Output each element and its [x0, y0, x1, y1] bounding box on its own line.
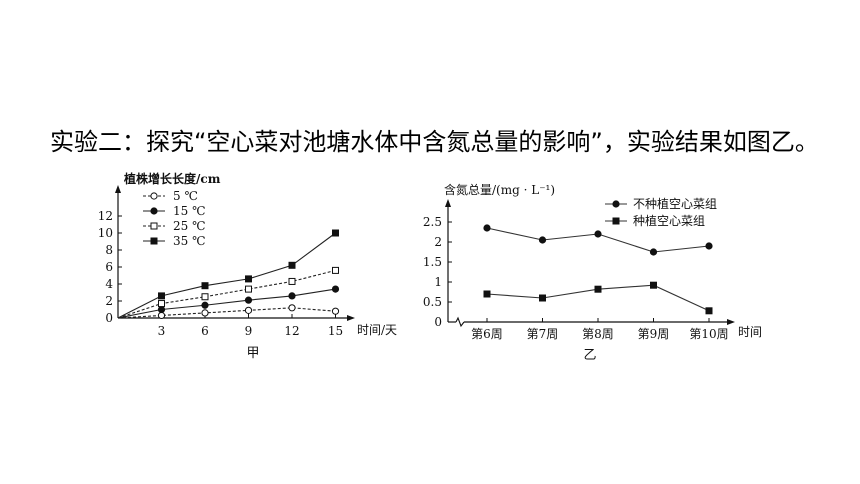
chart-jia-y-tick-label: 4 — [105, 277, 113, 291]
chart-yi-point-0-2 — [594, 230, 602, 238]
chart-jia-y-tick-label: 8 — [105, 243, 113, 257]
chart-yi-point-0-4 — [705, 242, 713, 250]
chart-jia-point-3-1 — [158, 292, 165, 300]
chart-jia-series-line-2 — [117, 269, 336, 319]
chart-jia-caption: 甲 — [246, 346, 259, 361]
chart-yi-y-arrow — [445, 199, 451, 207]
chart-jia-legend-marker-1 — [150, 207, 158, 215]
chart-jia-y-tick-label: 2 — [105, 294, 113, 308]
chart-yi-y-tick-label: 0.5 — [423, 295, 442, 309]
chart-jia-point-2-3 — [245, 285, 252, 293]
chart-jia-y-label: 植株增长长度/cm — [123, 171, 221, 186]
chart-jia-point-1-3 — [244, 296, 253, 304]
chart-jia-legend-label-0: 5 ℃ — [173, 189, 198, 203]
chart-yi-point-1-1 — [539, 294, 546, 302]
chart-yi-legend-marker-1 — [612, 217, 620, 225]
chart-jia-legend-marker-0 — [150, 192, 158, 200]
chart-yi-x-tick-label: 第10周 — [689, 327, 728, 341]
chart-yi-point-0-0 — [483, 224, 491, 232]
chart-jia-series-line-0 — [117, 307, 336, 319]
chart-yi-y-tick-label: 0 — [434, 315, 442, 329]
chart-yi-x-arrow — [727, 319, 735, 325]
chart-jia-x-tick-label: 15 — [328, 324, 343, 338]
chart-yi-legend-marker-0 — [612, 200, 620, 208]
chart-jia-point-0-2 — [201, 309, 209, 317]
chart-jia-point-3-4 — [288, 261, 296, 269]
chart-yi-x-tick-label: 第6周 — [471, 327, 503, 341]
chart-jia-point-2-4 — [288, 277, 296, 285]
chart-jia-point-1-2 — [201, 301, 209, 309]
chart-jia-axes — [115, 185, 355, 321]
chart-jia-y-tick-label: 0 — [105, 311, 113, 325]
chart-jia-x-tick-label: 12 — [284, 324, 299, 338]
chart-jia-point-3-5 — [332, 229, 339, 237]
chart-jia-y-tick-label: 12 — [98, 209, 113, 223]
chart-jia-x-label: 时间/天 — [357, 323, 397, 337]
chart-yi-legend-label-0: 不种植空心菜组 — [633, 196, 717, 211]
chart-jia-point-0-3 — [244, 306, 253, 314]
chart-yi-x-label: 时间 — [738, 325, 762, 339]
chart-jia-y-tick-label: 6 — [105, 260, 113, 274]
chart-jia-legend-marker-3 — [150, 237, 158, 245]
chart-yi-y-tick-label: 1 — [434, 275, 442, 289]
chart-jia-series-line-1 — [117, 288, 336, 319]
chart-yi-legend-label-1: 种植空心菜组 — [633, 213, 705, 228]
chart-yi-point-1-4 — [705, 307, 713, 315]
chart-jia-point-2-5 — [332, 266, 339, 274]
chart-yi-point-1-2 — [594, 285, 602, 293]
chart-jia-x-tick-label: 3 — [158, 324, 166, 338]
chart-jia-legend-label-3: 35 ℃ — [173, 234, 206, 248]
chart-yi-y-tick-label: 2 — [434, 235, 442, 249]
chart-jia-point-2-1 — [158, 300, 165, 308]
chart-yi-axis-break — [455, 316, 465, 328]
chart-jia-point-1-5 — [331, 285, 340, 293]
chart-jia-legend-marker-2 — [150, 222, 158, 230]
chart-jia-legend-label-1: 15 ℃ — [173, 204, 206, 218]
chart-jia-series-line-3 — [117, 232, 336, 319]
chart-yi-x-tick-label: 第8周 — [582, 327, 614, 341]
chart-jia-legend-label-2: 25 ℃ — [173, 219, 206, 233]
chart-jia-point-0-5 — [331, 307, 340, 315]
chart-jia-y-arrow — [115, 185, 121, 193]
chart-yi-x-tick-label: 第9周 — [638, 327, 670, 341]
chart-jia-point-1-4 — [288, 292, 296, 300]
chart-jia-x-arrow — [347, 315, 355, 321]
chart-yi-y-tick-label: 2.5 — [423, 215, 442, 229]
chart-jia-point-3-3 — [245, 275, 252, 283]
chart-yi-point-1-0 — [483, 290, 491, 298]
chart-yi-y-tick-label: 1.5 — [423, 255, 442, 269]
chart-yi-y-label: 含氮总量/(mg · L⁻¹) — [444, 182, 555, 197]
chart-jia-y-tick-label: 10 — [98, 226, 113, 240]
chart-yi-point-0-3 — [649, 248, 658, 256]
chart-yi-point-1-3 — [650, 281, 657, 289]
chart-yi-caption: 乙 — [583, 348, 596, 363]
chart-jia-x-tick-label: 9 — [245, 324, 253, 338]
chart-jia-point-2-2 — [201, 293, 209, 301]
chart-jia-point-0-4 — [288, 304, 296, 312]
chart-jia-x-tick-label: 6 — [201, 324, 209, 338]
page-heading: 实验二：探究“空心菜对池塘水体中含氮总量的影响”，实验结果如图乙。 — [50, 128, 819, 156]
chart-yi-point-0-1 — [538, 236, 547, 244]
chart-yi-x-tick-label: 第7周 — [527, 327, 559, 341]
chart-jia-point-3-2 — [201, 282, 209, 290]
